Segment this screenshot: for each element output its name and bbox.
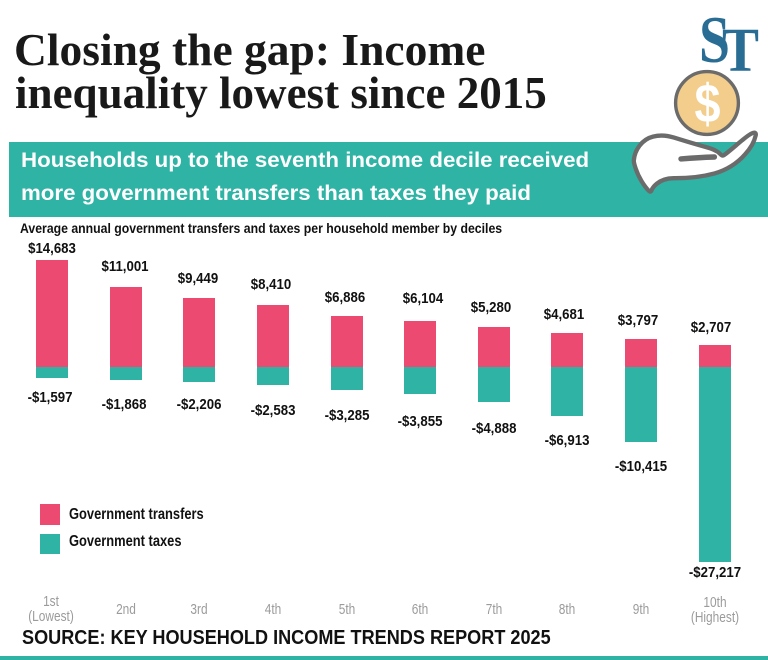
svg-text:T: T <box>722 17 759 85</box>
svg-text:$: $ <box>694 73 720 134</box>
svg-text:S: S <box>699 3 730 77</box>
